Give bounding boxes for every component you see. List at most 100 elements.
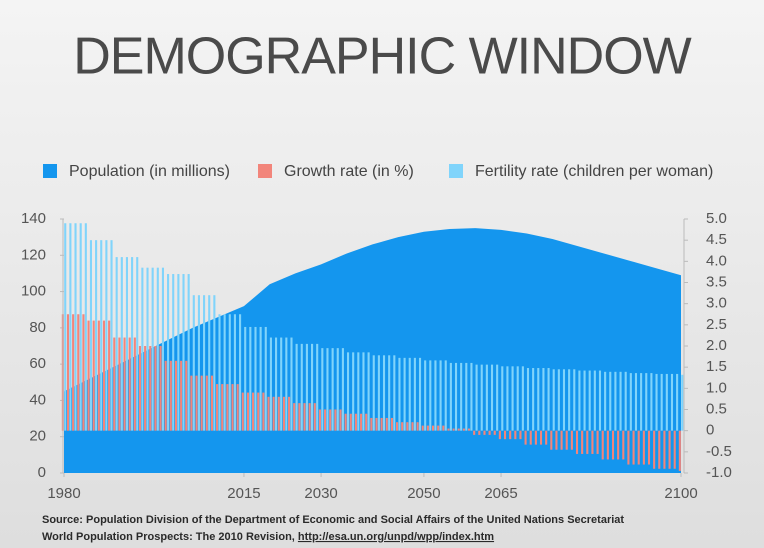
fertility-bar bbox=[341, 348, 344, 431]
y2-tick-label: 5.0 bbox=[706, 210, 727, 227]
fertility-bar bbox=[197, 295, 200, 431]
fertility-bar bbox=[264, 326, 267, 431]
growth-bar bbox=[190, 375, 193, 431]
fertility-bar bbox=[79, 223, 82, 431]
fertility-bar bbox=[506, 366, 509, 431]
fertility-bar bbox=[578, 370, 581, 431]
growth-bar bbox=[241, 392, 244, 431]
x-tick-label: 2050 bbox=[407, 485, 440, 502]
growth-bar bbox=[467, 428, 471, 431]
growth-bar bbox=[390, 417, 393, 431]
chart-title: DEMOGRAPHIC WINDOW bbox=[73, 28, 691, 86]
growth-bar bbox=[257, 392, 260, 431]
legend-swatch bbox=[43, 164, 57, 178]
fertility-bar bbox=[465, 362, 468, 431]
fertility-bar bbox=[583, 370, 586, 431]
y2-tick-label: 4.5 bbox=[706, 231, 727, 248]
x-tick-label: 2100 bbox=[664, 485, 697, 502]
growth-bar bbox=[437, 425, 440, 431]
growth-bar bbox=[360, 413, 363, 431]
fertility-bar bbox=[614, 371, 617, 431]
fertility-bar bbox=[295, 343, 298, 431]
growth-bar bbox=[339, 409, 342, 431]
legend-swatch bbox=[258, 164, 272, 178]
growth-bar bbox=[586, 430, 589, 454]
fertility-bar bbox=[141, 267, 144, 431]
y2-tick-label: 3.5 bbox=[706, 273, 727, 290]
growth-bar bbox=[478, 430, 481, 435]
fertility-bar bbox=[228, 314, 231, 431]
fertility-bar bbox=[665, 373, 668, 431]
y2-tick-label: 0 bbox=[706, 422, 714, 439]
y2-tick-label: 1.0 bbox=[706, 379, 727, 396]
fertility-bar bbox=[321, 348, 324, 431]
source: Source: Population Division of the Depar… bbox=[42, 514, 624, 526]
growth-bar bbox=[601, 430, 604, 460]
growth-bar bbox=[149, 346, 152, 431]
growth-bar bbox=[77, 314, 80, 431]
y-tick-label: 120 bbox=[21, 246, 46, 263]
growth-bar bbox=[298, 403, 301, 431]
x-tick-label: 2015 bbox=[227, 485, 260, 502]
y2-tick-label: 0.5 bbox=[706, 400, 727, 417]
fertility-bar bbox=[187, 274, 190, 431]
fertility-bar bbox=[161, 267, 164, 431]
growth-bar bbox=[272, 396, 275, 431]
fertility-bar bbox=[280, 337, 283, 431]
growth-bar bbox=[308, 403, 311, 431]
growth-bar bbox=[678, 430, 681, 471]
growth-bar bbox=[216, 384, 219, 431]
growth-bar bbox=[365, 413, 368, 431]
growth-bar bbox=[277, 396, 280, 431]
fertility-bar bbox=[640, 373, 643, 431]
fertility-bar bbox=[105, 240, 108, 431]
y2-tick-label: 2.5 bbox=[706, 316, 727, 333]
growth-bar bbox=[416, 422, 419, 431]
fertility-bar bbox=[655, 373, 658, 431]
fertility-bar bbox=[64, 223, 67, 431]
growth-bar bbox=[565, 430, 568, 450]
fertility-bar bbox=[501, 366, 504, 431]
fertility-bar bbox=[100, 240, 103, 431]
fertility-bar bbox=[413, 357, 416, 431]
fertility-bar bbox=[275, 337, 278, 431]
growth-bar bbox=[452, 428, 455, 431]
fertility-bar bbox=[69, 223, 72, 431]
growth-bar bbox=[123, 337, 126, 431]
fertility-bar bbox=[418, 357, 422, 431]
growth-bar bbox=[324, 409, 327, 431]
growth-bar bbox=[344, 413, 347, 431]
growth-bar bbox=[421, 425, 424, 431]
fertility-bar bbox=[223, 314, 226, 431]
growth-bar bbox=[226, 384, 229, 431]
fertility-bar bbox=[326, 348, 329, 431]
growth-bar bbox=[262, 392, 265, 431]
fertility-bar bbox=[362, 352, 365, 431]
fertility-bar bbox=[650, 373, 653, 431]
growth-bar bbox=[318, 409, 321, 431]
growth-bar bbox=[118, 337, 121, 431]
fertility-bar bbox=[434, 360, 437, 431]
legend-label: Population (in millions) bbox=[69, 163, 230, 180]
fertility-bar bbox=[125, 257, 128, 431]
source-link[interactable]: http://esa.un.org/unpd/wpp/index.htm bbox=[298, 531, 494, 543]
fertility-bar bbox=[213, 295, 216, 431]
growth-bar bbox=[164, 360, 167, 431]
fertility-bar bbox=[490, 364, 494, 431]
growth-bar bbox=[509, 430, 512, 440]
growth-bar bbox=[406, 422, 409, 431]
fertility-bar bbox=[352, 352, 355, 431]
growth-bar bbox=[591, 430, 594, 454]
fertility-bar bbox=[470, 362, 473, 431]
growth-bar bbox=[246, 392, 249, 431]
growth-bar bbox=[483, 430, 486, 435]
growth-bar bbox=[180, 360, 183, 431]
fertility-bar bbox=[619, 371, 622, 431]
fertility-bar bbox=[429, 360, 432, 431]
fertility-bar bbox=[562, 369, 566, 431]
fertility-bar bbox=[552, 369, 555, 431]
fertility-bar bbox=[95, 240, 98, 431]
fertility-bar bbox=[604, 371, 607, 431]
fertility-bar bbox=[208, 295, 211, 431]
growth-bar bbox=[185, 360, 188, 431]
